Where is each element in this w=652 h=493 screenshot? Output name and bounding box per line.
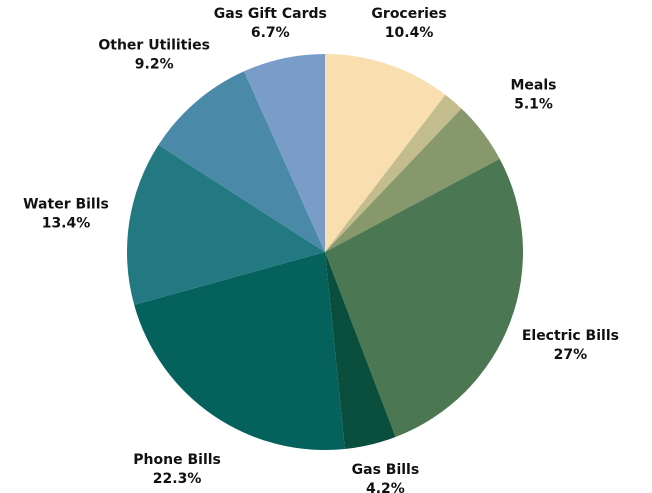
slice-labels: Groceries 10.4% Meals 5.1% Electric Bills 27%… xyxy=(23,6,619,493)
slice-label-name: Gas Bills xyxy=(352,462,420,478)
slice-label-percent: 6.7% xyxy=(251,25,290,41)
slice-label-name: Phone Bills xyxy=(133,452,221,468)
slice-label-groceries: Groceries 10.4% xyxy=(371,6,446,41)
slice-label-water-bills: Water Bills 13.4% xyxy=(23,197,109,232)
slice-label-percent: 5.1% xyxy=(514,96,553,112)
pie-slice-groceries xyxy=(325,54,446,252)
slice-label-name: Water Bills xyxy=(23,197,109,213)
slice-label-name: Gas Gift Cards xyxy=(214,6,327,22)
pie-slice-unlabeled-1 xyxy=(325,94,462,252)
pie-slice-water-bills xyxy=(126,144,325,305)
slice-label-gas-bills: Gas Bills 4.2% xyxy=(352,462,420,493)
pie-slice-gas-gift-cards xyxy=(244,54,325,252)
pie-slice-other-utilities xyxy=(158,71,325,252)
slice-label-percent: 22.3% xyxy=(153,471,202,487)
slice-label-percent: 4.2% xyxy=(366,481,405,493)
slice-label-percent: 13.4% xyxy=(42,216,91,232)
pie-slice-meals xyxy=(325,108,500,253)
slice-label-percent: 27% xyxy=(554,347,588,363)
slice-label-other-utilities: Other Utilities 9.2% xyxy=(98,37,210,72)
slice-label-percent: 10.4% xyxy=(385,25,434,41)
pie-slice-electric-bills xyxy=(325,158,523,438)
slice-label-name: Other Utilities xyxy=(98,37,210,53)
slice-label-meals: Meals 5.1% xyxy=(510,77,556,112)
pie-slices xyxy=(126,54,523,450)
pie-slice-phone-bills xyxy=(134,252,345,450)
slice-label-percent: 9.2% xyxy=(135,56,174,72)
slice-label-name: Groceries xyxy=(371,6,446,22)
slice-label-phone-bills: Phone Bills 22.3% xyxy=(133,452,221,487)
slice-label-name: Electric Bills xyxy=(522,328,619,344)
slice-label-gas-gift-cards: Gas Gift Cards 6.7% xyxy=(214,6,327,41)
slice-label-electric-bills: Electric Bills 27% xyxy=(522,328,619,363)
slice-label-name: Meals xyxy=(510,77,556,93)
pie-slice-gas-bills xyxy=(325,252,396,449)
